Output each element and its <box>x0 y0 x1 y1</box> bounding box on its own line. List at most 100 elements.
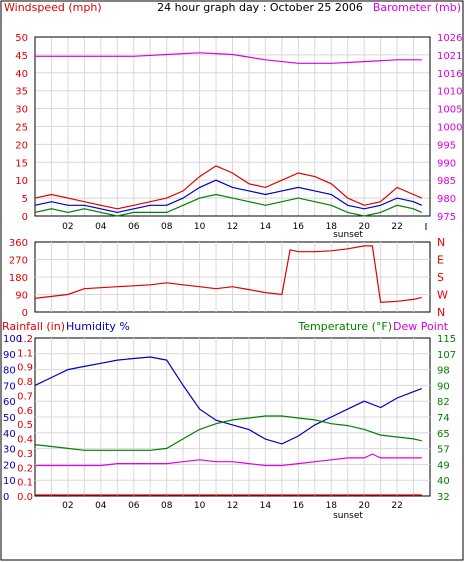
series-humidity-line <box>34 356 423 445</box>
x-tick-label: 02 <box>62 501 73 511</box>
barometer-tick-label: 1016 <box>437 69 462 80</box>
humidity-tick-label: 60 <box>3 397 16 408</box>
direction-tick-label: 180 <box>9 273 28 284</box>
rainfall-tick-label: 0.0 <box>17 492 33 503</box>
series-gust-line <box>34 165 423 210</box>
x-end-marker: I <box>425 222 428 233</box>
rainfall-tick-label: 1.1 <box>17 348 33 359</box>
x-tick-label: 22 <box>391 501 402 511</box>
humidity-tick-label: 0 <box>3 492 9 503</box>
windspeed-tick-label: 15 <box>15 158 28 169</box>
rainfall-tick-label: 0.6 <box>17 406 33 417</box>
x-tick-label: 18 <box>326 501 338 511</box>
wind-plot-area <box>34 36 431 217</box>
wind-series <box>34 52 423 217</box>
barometer-tick-labels: 975 980 985 990 995 1000 1005 1010 1016 1021 1026 <box>437 33 462 223</box>
x-tick-label: 04 <box>95 501 107 511</box>
temperature-tick-label: 82 <box>437 397 450 408</box>
temperature-tick-label: 65 <box>437 429 450 440</box>
temperature-axis-label: Temperature (°F) <box>297 320 392 333</box>
humidity-tick-label: 50 <box>3 413 16 424</box>
humidity-tick-label: 40 <box>3 429 16 440</box>
humidity-tick-label: 90 <box>3 350 16 361</box>
direction-tick-labels: 0 90 180 270 360 <box>9 238 28 319</box>
rainfall-tick-label: 0.1 <box>17 478 33 489</box>
x-tick-label: 08 <box>161 501 173 511</box>
sunset-marker-bottom: sunset <box>333 511 363 521</box>
windspeed-tick-label: 20 <box>15 140 28 151</box>
temperature-tick-label: 115 <box>437 334 456 345</box>
barometer-tick-label: 1026 <box>437 33 462 44</box>
temperature-tick-label: 32 <box>437 492 450 503</box>
x-tick-label: 12 <box>227 501 238 511</box>
x-tick-label: 06 <box>128 222 140 232</box>
rainfall-tick-label: 0.8 <box>17 377 33 388</box>
x-tick-label: 14 <box>260 222 272 232</box>
chart-title: 24 hour graph day : October 25 2006 <box>157 1 363 14</box>
windspeed-tick-labels: 0 5 10 15 20 25 30 35 40 45 50 <box>15 33 28 223</box>
wind-x-tick-labels: 02 04 06 08 10 12 14 16 18 20 22 <box>62 222 403 232</box>
x-tick-label: 16 <box>293 222 305 232</box>
rainfall-tick-labels: 0.0 0.1 0.2 0.3 0.4 0.5 0.6 0.7 0.8 0.9 1.1 1.2 <box>17 334 33 503</box>
x-tick-label: 02 <box>62 222 73 232</box>
direction-tick-label: 0 <box>22 308 28 319</box>
x-tick-label: 22 <box>391 222 402 232</box>
direction-tick-label: 90 <box>15 291 28 302</box>
series-dew-point-line <box>35 453 422 467</box>
humidity-tick-label: 100 <box>3 334 22 345</box>
windspeed-axis-label: Windspeed (mph) <box>4 1 102 14</box>
series-barometer-line <box>35 52 422 64</box>
windspeed-tick-label: 30 <box>15 105 28 116</box>
barometer-tick-label: 1021 <box>437 51 462 62</box>
barometer-tick-label: 980 <box>437 194 456 205</box>
barometer-tick-label: 1000 <box>437 123 462 134</box>
compass-label: E <box>437 254 444 267</box>
rainfall-tick-label: 1.2 <box>17 334 33 345</box>
x-tick-label: 10 <box>194 501 206 511</box>
x-tick-label: 12 <box>227 222 238 232</box>
humidity-tick-label: 10 <box>3 476 16 487</box>
temperature-tick-label: 49 <box>437 460 450 471</box>
temperature-tick-label: 40 <box>437 476 450 487</box>
x-tick-label: 08 <box>161 222 173 232</box>
temperature-tick-label: 90 <box>437 381 450 392</box>
x-tick-label: 20 <box>358 501 370 511</box>
dewpoint-axis-label: Dew Point <box>393 320 449 333</box>
x-tick-label: 14 <box>260 501 272 511</box>
humidity-temperature-panel: Rainfall (in) Humidity % Temperature (°F… <box>2 320 456 521</box>
rainfall-tick-label: 0.7 <box>17 391 33 402</box>
barometer-axis-label: Barometer (mb) <box>373 1 461 14</box>
windspeed-tick-label: 50 <box>15 33 28 44</box>
rainfall-axis-label: Rainfall (in) <box>2 320 65 333</box>
windspeed-tick-label: 35 <box>15 87 28 98</box>
sunset-marker: sunset <box>333 230 363 240</box>
windspeed-tick-label: 25 <box>15 123 28 134</box>
x-tick-label: 06 <box>128 501 140 511</box>
rainfall-tick-label: 0.9 <box>17 363 33 374</box>
compass-label: W <box>437 289 448 302</box>
humidity-x-tick-labels: 02 04 06 08 10 12 14 16 18 20 22 <box>62 501 403 511</box>
direction-tick-label: 360 <box>9 238 28 249</box>
x-tick-label: 16 <box>293 501 305 511</box>
temperature-tick-label: 98 <box>437 366 450 377</box>
humidity-series <box>34 356 423 496</box>
humidity-tick-label: 70 <box>3 381 16 392</box>
barometer-tick-label: 995 <box>437 140 456 151</box>
x-tick-label: 18 <box>326 222 338 232</box>
barometer-tick-label: 985 <box>437 176 456 187</box>
temperature-tick-label: 107 <box>437 350 456 361</box>
compass-label: N <box>437 236 445 249</box>
rainfall-tick-label: 0.2 <box>17 463 33 474</box>
humidity-tick-label: 80 <box>3 366 16 377</box>
series-temperature-line <box>34 415 422 451</box>
windspeed-tick-label: 5 <box>22 194 28 205</box>
barometer-tick-label: 1010 <box>437 87 462 98</box>
x-tick-label: 04 <box>95 222 107 232</box>
x-tick-label: 20 <box>358 222 370 232</box>
temperature-tick-labels: 32 40 49 57 65 74 82 90 98 107 115 <box>437 334 456 503</box>
rainfall-tick-label: 0.5 <box>17 420 33 431</box>
windspeed-tick-label: 0 <box>22 212 28 223</box>
temperature-tick-label: 57 <box>437 445 450 456</box>
